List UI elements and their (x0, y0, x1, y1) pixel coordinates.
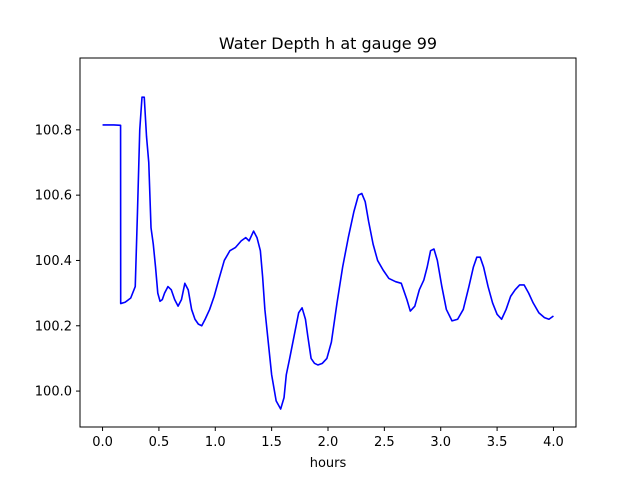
x-tick-label: 4.0 (543, 435, 564, 450)
series-line-0 (102, 96, 554, 410)
x-tick-label: 0.0 (92, 435, 113, 450)
x-tick-label: 3.5 (487, 435, 508, 450)
y-tick-label: 100.0 (35, 385, 72, 400)
x-tick-label: 2.5 (374, 435, 395, 450)
x-axis-label: hours (310, 456, 347, 471)
x-tick-label: 2.0 (318, 435, 339, 450)
x-tick-label: 1.0 (205, 435, 226, 450)
chart-title: Water Depth h at gauge 99 (219, 34, 437, 53)
y-tick-label: 100.6 (35, 189, 72, 204)
y-axis: 100.0 100.2 100.4 100.6 100.8 (35, 123, 80, 400)
x-axis: 0.0 0.5 1.0 1.5 2.0 2.5 3.0 3.5 4.0 (92, 427, 564, 450)
x-tick-label: 0.5 (149, 435, 170, 450)
x-tick-label: 3.0 (430, 435, 451, 450)
plot-area (102, 96, 554, 410)
plot-frame (79, 57, 577, 428)
x-tick-label: 1.5 (261, 435, 282, 450)
y-tick-label: 100.8 (35, 123, 72, 138)
y-tick-label: 100.2 (35, 319, 72, 334)
y-tick-label: 100.4 (35, 254, 72, 269)
